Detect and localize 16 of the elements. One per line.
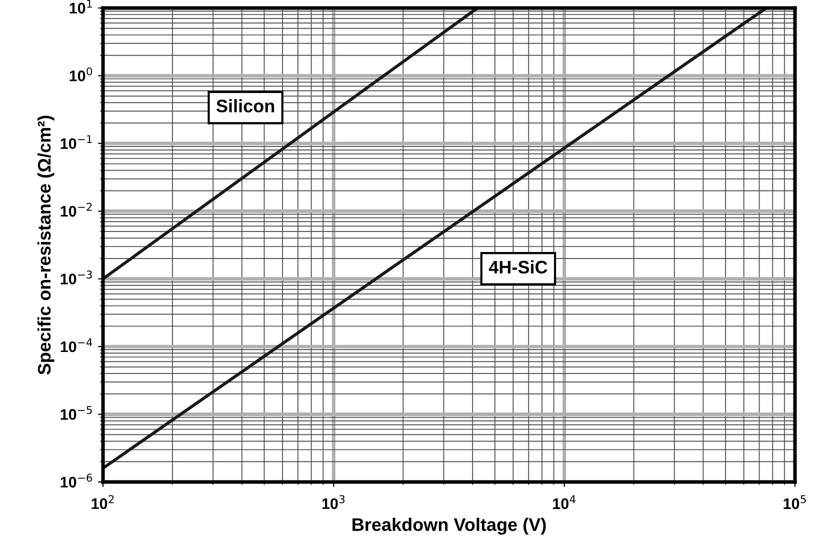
text: 4H-SiC — [488, 260, 548, 274]
y-tick-label: 10$^{−4}$ — [60, 338, 92, 352]
y-tick-label: 10$^{−2}$ — [60, 202, 92, 217]
y-tick-label: 10$^{−5}$ — [60, 406, 92, 420]
y-tick-label: 10$^{−3}$ — [60, 270, 92, 284]
x-tick-label: 10$^{5}$ — [784, 495, 806, 510]
x-axis-title: Breakdown Voltage (V) — [352, 518, 546, 535]
x-tick-label: 10$^{2}$ — [92, 495, 114, 510]
x-tick-label: 10$^{3}$ — [322, 495, 345, 510]
y-tick-label: 10$^{1}$ — [70, 0, 92, 14]
y-tick-label: 10$^{0}$ — [70, 67, 92, 82]
series-label: Silicon — [216, 99, 274, 112]
x-tick-label: 10$^{4}$ — [553, 495, 576, 510]
y-tick-label: 10$^{−6}$ — [60, 474, 92, 488]
y-axis-title: Specific on-resistance (Ω/cm²) — [37, 116, 54, 375]
y-tick-label: 10$^{−1}$ — [60, 135, 92, 150]
